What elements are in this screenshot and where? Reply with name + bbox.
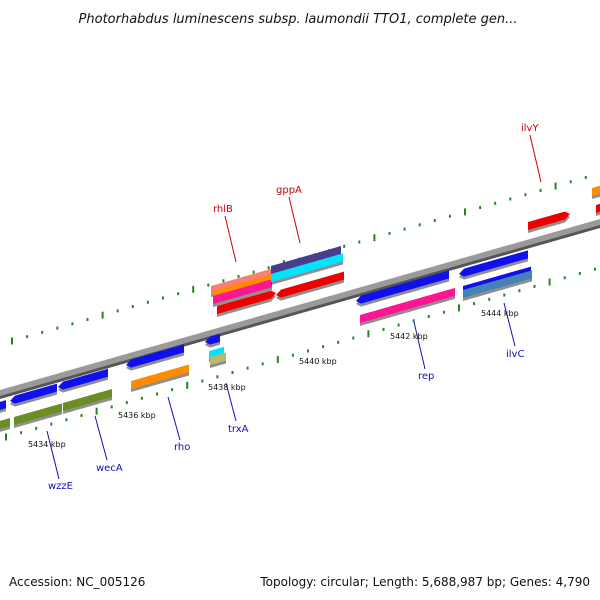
feature-rho [131,364,189,389]
feature-trxA [209,346,224,359]
feature-wzzE [14,403,62,425]
feature-tan [210,352,226,365]
outer-tick-track [11,175,587,345]
inner-tick-track [5,267,596,441]
feature-cyan [271,253,343,282]
gene-label-gppA[interactable]: gppA [276,185,302,196]
genome-title: Photorhabdus luminescens subsp. laumondi… [79,12,518,27]
feature-trxA-blue [205,333,220,345]
feature-ilvC [463,270,532,298]
feature-rho-blue [126,344,184,368]
feature-edge-blue [0,400,6,410]
feature-edge-olive [0,418,10,429]
feature-track [0,185,600,432]
leader-rep [413,321,426,370]
feature-rep [360,287,455,323]
genome-summary-text: Topology: circular; Length: 5,688,987 bp… [259,575,590,589]
feature-edge-red [596,203,600,213]
feature-rep-blue [356,270,449,304]
backbone-body [0,219,600,396]
leader-wzzE [46,430,60,480]
kbp-label-5442: 5442 kbp [390,332,428,341]
feature-wzzE-blue [10,383,57,404]
gene-label-ilvY[interactable]: ilvY [521,123,539,134]
feature-ilvY [528,211,570,230]
leader-ilvC [503,302,516,347]
kbp-label-5436: 5436 kbp [118,411,156,420]
feature-rhlB [217,290,276,314]
kbp-label-5444: 5444 kbp [481,309,519,318]
kbp-label-5438: 5438 kbp [208,383,246,392]
gene-label-trxA[interactable]: trxA [228,424,249,435]
leader-rho [167,396,181,441]
gene-label-rhlB[interactable]: rhlB [213,204,233,215]
feature-ilvC-blue [459,250,528,277]
leader-rhlB [224,215,237,263]
gene-label-rho[interactable]: rho [174,442,190,453]
feature-pink-thin [213,279,272,304]
gene-label-wzzE[interactable]: wzzE [48,481,73,492]
kbp-label-5440: 5440 kbp [299,357,337,366]
accession-text: Accession: NC_005126 [9,575,145,589]
feature-edge-orange [592,185,600,196]
feature-wecA-blue [58,368,108,390]
gene-label-wecA[interactable]: wecA [96,463,123,474]
leader-wecA [94,415,108,461]
leader-ilvY [529,134,542,183]
feature-gppA [276,271,344,298]
gene-label-rep[interactable]: rep [418,371,434,382]
leader-trxA [225,382,237,422]
leader-gppA [288,196,301,244]
label-leaders [46,134,542,480]
feature-slate [271,246,341,274]
kbp-label-5434: 5434 kbp [28,440,66,449]
gene-label-ilvC[interactable]: ilvC [506,349,524,360]
feature-wecA [63,389,112,411]
